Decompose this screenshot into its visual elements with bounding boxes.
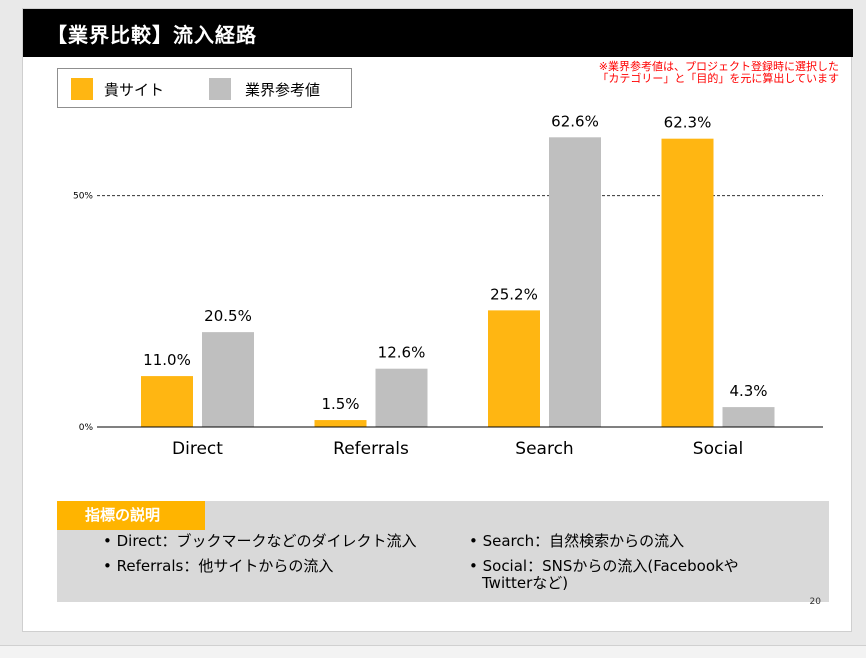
- note-line-2: 「カテゴリー」と「目的」を元に算出しています: [597, 72, 839, 85]
- description-header: 指標の説明: [57, 501, 205, 530]
- bar-chart: 0% 50% 11.0% 20.5% Direct 1.5% 12.6% Referrals 2…: [73, 112, 823, 459]
- bar: [549, 137, 601, 427]
- legend-swatch-site: [71, 78, 93, 100]
- title-bar: 【業界比較】流入経路: [23, 9, 853, 57]
- bar-value-label: 62.6%: [551, 112, 599, 130]
- reference-note: ※業界参考値は、プロジェクト登録時に選択した 「カテゴリー」と「目的」を元に算出…: [539, 61, 839, 85]
- note-line-1: ※業界参考値は、プロジェクト登録時に選択した: [598, 60, 839, 73]
- x-category-label: Direct: [172, 439, 223, 459]
- bar-value-label: 11.0%: [143, 351, 191, 369]
- y-tick-label: 0%: [79, 423, 94, 433]
- bar: [661, 138, 714, 427]
- bar: [314, 420, 367, 427]
- bar-value-label: 25.2%: [490, 285, 538, 303]
- legend-label-site: 貴サイト: [104, 81, 165, 99]
- bar: [375, 368, 428, 427]
- bar-value-label: 62.3%: [664, 114, 712, 132]
- chart-legend: 貴サイト 業界参考値: [57, 68, 352, 108]
- bar-value-label: 4.3%: [729, 382, 767, 400]
- bar: [202, 332, 254, 427]
- page-title: 【業界比較】流入経路: [47, 23, 257, 47]
- desc-item-search: • Search：自然検索からの流入: [469, 532, 685, 550]
- bottom-strip: [0, 645, 866, 658]
- slide: 【業界比較】流入経路 ※業界参考値は、プロジェクト登録時に選択した 「カテゴリー…: [22, 8, 853, 632]
- bar: [488, 310, 540, 427]
- desc-item-social-line-2: Twitterなど): [482, 574, 569, 592]
- desc-item-direct: • Direct：ブックマークなどのダイレクト流入: [103, 532, 417, 550]
- page-number: 20: [809, 597, 821, 607]
- y-tick-label: 50%: [73, 192, 93, 202]
- legend-label-industry: 業界参考値: [245, 81, 321, 99]
- x-category-label: Referrals: [333, 439, 409, 459]
- bar-value-label: 12.6%: [378, 344, 426, 362]
- x-category-label: Search: [515, 439, 573, 459]
- bar-value-label: 1.5%: [321, 395, 359, 413]
- bar-value-label: 20.5%: [204, 307, 252, 325]
- legend-swatch-industry: [209, 78, 231, 100]
- bar: [722, 407, 775, 427]
- desc-item-social: • Social：SNSからの流入(Facebookや Twitterなど): [469, 558, 739, 592]
- desc-item-social-line-1: • Social：SNSからの流入(Facebookや: [469, 557, 739, 575]
- desc-item-referrals: • Referrals：他サイトからの流入: [103, 557, 334, 575]
- x-category-label: Social: [693, 439, 743, 459]
- bar: [141, 376, 193, 427]
